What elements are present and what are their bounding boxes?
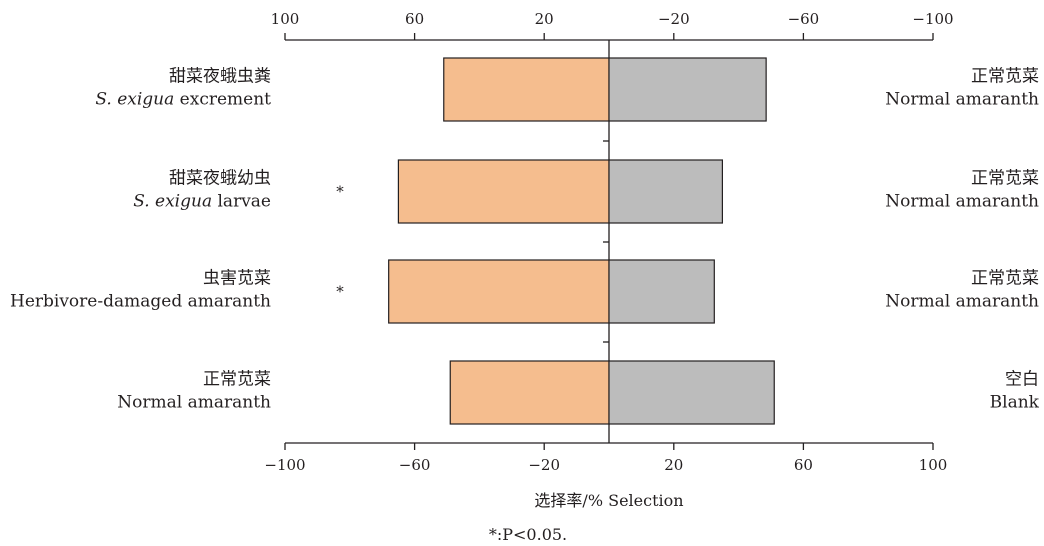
category-labels: 甜菜夜蛾虫粪 S. exigua excrement 正常苋菜 Normal amar… <box>10 67 1040 413</box>
left-category-en: S. exigua excrement <box>95 90 271 110</box>
bottom-tick-label: −100 <box>264 456 305 474</box>
bar-right-2 <box>608 159 724 224</box>
bar-right-1 <box>608 57 767 122</box>
bottom-tick-label: −60 <box>399 456 431 474</box>
left-category-en-rest: Normal amaranth <box>117 393 271 413</box>
left-category-en-italic: S. exigua <box>133 192 212 212</box>
significance-marker: * <box>336 283 344 301</box>
right-category-cn: 正常苋菜 <box>971 169 1039 189</box>
right-category-cn: 正常苋菜 <box>971 67 1039 87</box>
significance-marker: * <box>336 183 344 201</box>
right-category-en: Blank <box>990 393 1040 413</box>
bar-left-2 <box>397 159 610 224</box>
bottom-tick-label: 20 <box>664 456 683 474</box>
right-category-en: Normal amaranth <box>885 292 1039 312</box>
bars <box>388 57 775 425</box>
top-tick-label: 60 <box>405 10 424 28</box>
top-tick-label: −100 <box>912 10 953 28</box>
bar-left-3 <box>388 259 610 324</box>
top-tick-label: 20 <box>535 10 554 28</box>
right-category-cn: 空白 <box>1005 370 1039 390</box>
bar-left-4 <box>449 360 610 425</box>
left-category-cn: 正常苋菜 <box>203 370 271 390</box>
left-category-cn: 甜菜夜蛾虫粪 <box>169 67 271 87</box>
left-category-cn: 虫害苋菜 <box>203 269 271 289</box>
top-tick-label: −20 <box>658 10 690 28</box>
bottom-tick-label: 60 <box>794 456 813 474</box>
left-category-cn: 甜菜夜蛾幼虫 <box>169 169 271 189</box>
bar-left-1 <box>443 57 610 122</box>
left-category-en-rest: larvae <box>212 192 271 212</box>
left-category-en: Herbivore-damaged amaranth <box>10 292 271 312</box>
left-category-en-rest: excrement <box>174 90 271 110</box>
bottom-tick-label: 100 <box>919 456 948 474</box>
bar-right-3 <box>608 259 715 324</box>
bottom-tick-label: −20 <box>528 456 560 474</box>
left-category-en: Normal amaranth <box>117 393 271 413</box>
x-axis-label: 选择率/% Selection <box>534 491 683 510</box>
left-category-en-italic: S. exigua <box>95 90 174 110</box>
top-tick-label: 100 <box>271 10 300 28</box>
right-category-en: Normal amaranth <box>885 192 1039 212</box>
top-tick-label: −60 <box>788 10 820 28</box>
right-category-en: Normal amaranth <box>885 90 1039 110</box>
significance-footnote: *:P<0.05. <box>489 525 567 544</box>
axes: −100 100 −60 60 −20 20 20 −20 60 −60 100 −100 <box>264 10 953 474</box>
left-category-en-rest: Herbivore-damaged amaranth <box>10 292 271 312</box>
left-category-en: S. exigua larvae <box>133 192 271 212</box>
bar-right-4 <box>608 360 775 425</box>
right-category-cn: 正常苋菜 <box>971 269 1039 289</box>
